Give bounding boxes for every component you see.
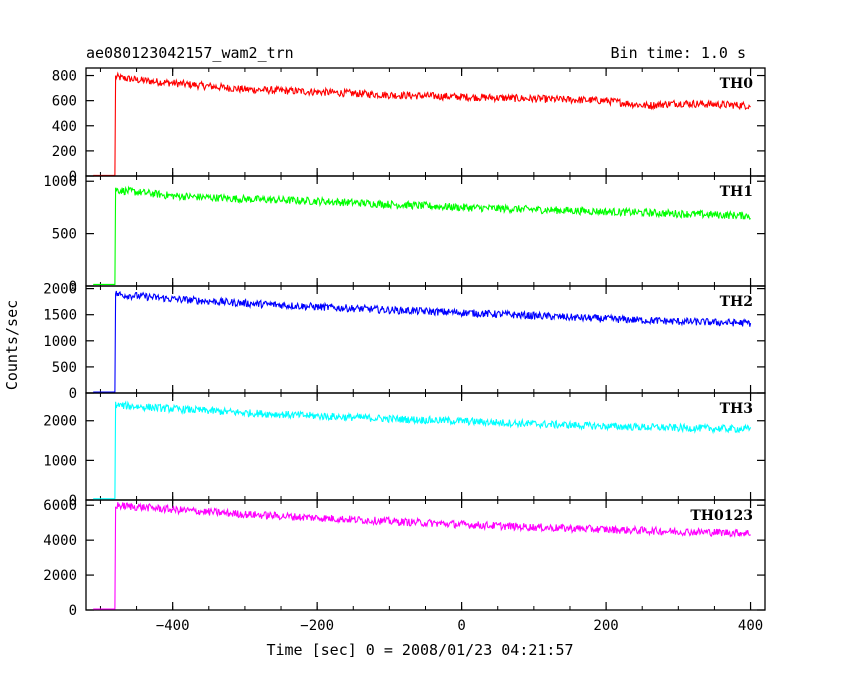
x-tick-label: 0 — [457, 618, 465, 634]
panel-th2: 0 500 1000 1500 2000 TH2 — [43, 282, 766, 402]
y-tick-label: 0 — [69, 603, 77, 619]
y-tick-label: 500 — [52, 227, 77, 243]
series-label: TH3 — [720, 401, 753, 417]
x-axis-title: Time [sec] 0 = 2008/01/23 04:21:57 — [266, 641, 573, 659]
bin-time-label: Bin time: 1.0 s — [611, 44, 746, 62]
y-axis-title: Counts/sec — [3, 300, 21, 390]
series-label: TH1 — [720, 184, 753, 200]
series-line-th3 — [93, 400, 752, 500]
series-line-th0123 — [93, 502, 751, 610]
y-tick-label: 2000 — [43, 282, 77, 298]
series-line-th0 — [93, 71, 751, 176]
series-line-th1 — [93, 185, 751, 285]
panel-frame — [85, 175, 766, 287]
panel-th3: 0 1000 2000 TH3 — [43, 392, 766, 509]
panel-th0: 0 200 400 600 800 TH0 — [52, 67, 766, 185]
panel-th0123: 0 2000 4000 6000 TH0123 — [43, 498, 766, 619]
x-tick-label: −200 — [300, 618, 334, 634]
chart-title: ae080123042157_wam2_trn — [86, 44, 294, 62]
y-tick-label: 600 — [52, 94, 77, 110]
y-tick-label: 1000 — [43, 334, 77, 350]
y-tick-label: 2000 — [43, 568, 77, 584]
y-tick-label: 1000 — [43, 174, 77, 190]
y-tick-label: 1000 — [43, 453, 77, 469]
y-tick-label: 0 — [69, 169, 77, 185]
y-tick-label: 1500 — [43, 308, 77, 324]
panels: 0 200 400 600 800 TH0 0 500 1000 TH1 0 500 1000 1500 2… — [43, 67, 766, 634]
x-tick-label: 200 — [593, 618, 618, 634]
y-tick-label: 4000 — [43, 533, 77, 549]
series-label: TH0123 — [690, 508, 753, 524]
y-tick-label: 2000 — [43, 414, 77, 430]
y-tick-label: 800 — [52, 69, 77, 85]
y-tick-label: 0 — [69, 386, 77, 402]
panel-frame — [85, 499, 766, 611]
y-tick-label: 0 — [69, 279, 77, 295]
series-label: TH0 — [720, 76, 754, 92]
y-tick-label: 400 — [52, 119, 77, 135]
series-line-th2 — [93, 290, 752, 393]
series-label: TH2 — [720, 294, 753, 310]
x-tick-label: −400 — [156, 618, 190, 634]
x-tick-label: 400 — [738, 618, 763, 634]
panel-th1: 0 500 1000 TH1 — [43, 174, 766, 295]
y-tick-label: 200 — [52, 144, 77, 160]
y-tick-label: 0 — [69, 493, 77, 509]
y-tick-label: 500 — [52, 360, 77, 376]
y-tick-label: 6000 — [43, 498, 77, 514]
